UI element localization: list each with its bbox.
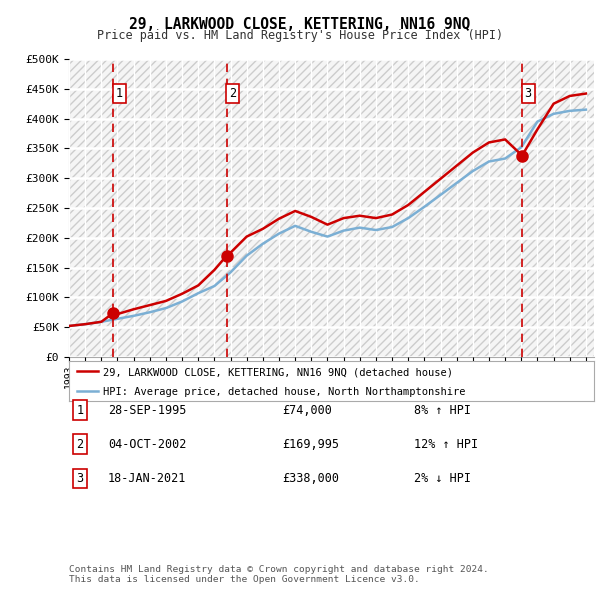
Text: 8% ↑ HPI: 8% ↑ HPI xyxy=(414,404,471,417)
Text: 2: 2 xyxy=(76,438,83,451)
Text: Price paid vs. HM Land Registry's House Price Index (HPI): Price paid vs. HM Land Registry's House … xyxy=(97,30,503,42)
Text: £338,000: £338,000 xyxy=(282,472,339,485)
Text: 2% ↓ HPI: 2% ↓ HPI xyxy=(414,472,471,485)
Text: 18-JAN-2021: 18-JAN-2021 xyxy=(108,472,187,485)
Text: £74,000: £74,000 xyxy=(282,404,332,417)
Text: 2: 2 xyxy=(229,87,236,100)
Text: 29, LARKWOOD CLOSE, KETTERING, NN16 9NQ: 29, LARKWOOD CLOSE, KETTERING, NN16 9NQ xyxy=(130,17,470,31)
Text: 3: 3 xyxy=(76,472,83,485)
Text: HPI: Average price, detached house, North Northamptonshire: HPI: Average price, detached house, Nort… xyxy=(103,388,466,398)
Text: 1: 1 xyxy=(76,404,83,417)
Text: 28-SEP-1995: 28-SEP-1995 xyxy=(108,404,187,417)
Text: 29, LARKWOOD CLOSE, KETTERING, NN16 9NQ (detached house): 29, LARKWOOD CLOSE, KETTERING, NN16 9NQ … xyxy=(103,368,453,378)
Text: 1: 1 xyxy=(116,87,123,100)
Text: Contains HM Land Registry data © Crown copyright and database right 2024.
This d: Contains HM Land Registry data © Crown c… xyxy=(69,565,489,584)
Text: 04-OCT-2002: 04-OCT-2002 xyxy=(108,438,187,451)
Text: 12% ↑ HPI: 12% ↑ HPI xyxy=(414,438,478,451)
Text: 3: 3 xyxy=(524,87,532,100)
Text: £169,995: £169,995 xyxy=(282,438,339,451)
